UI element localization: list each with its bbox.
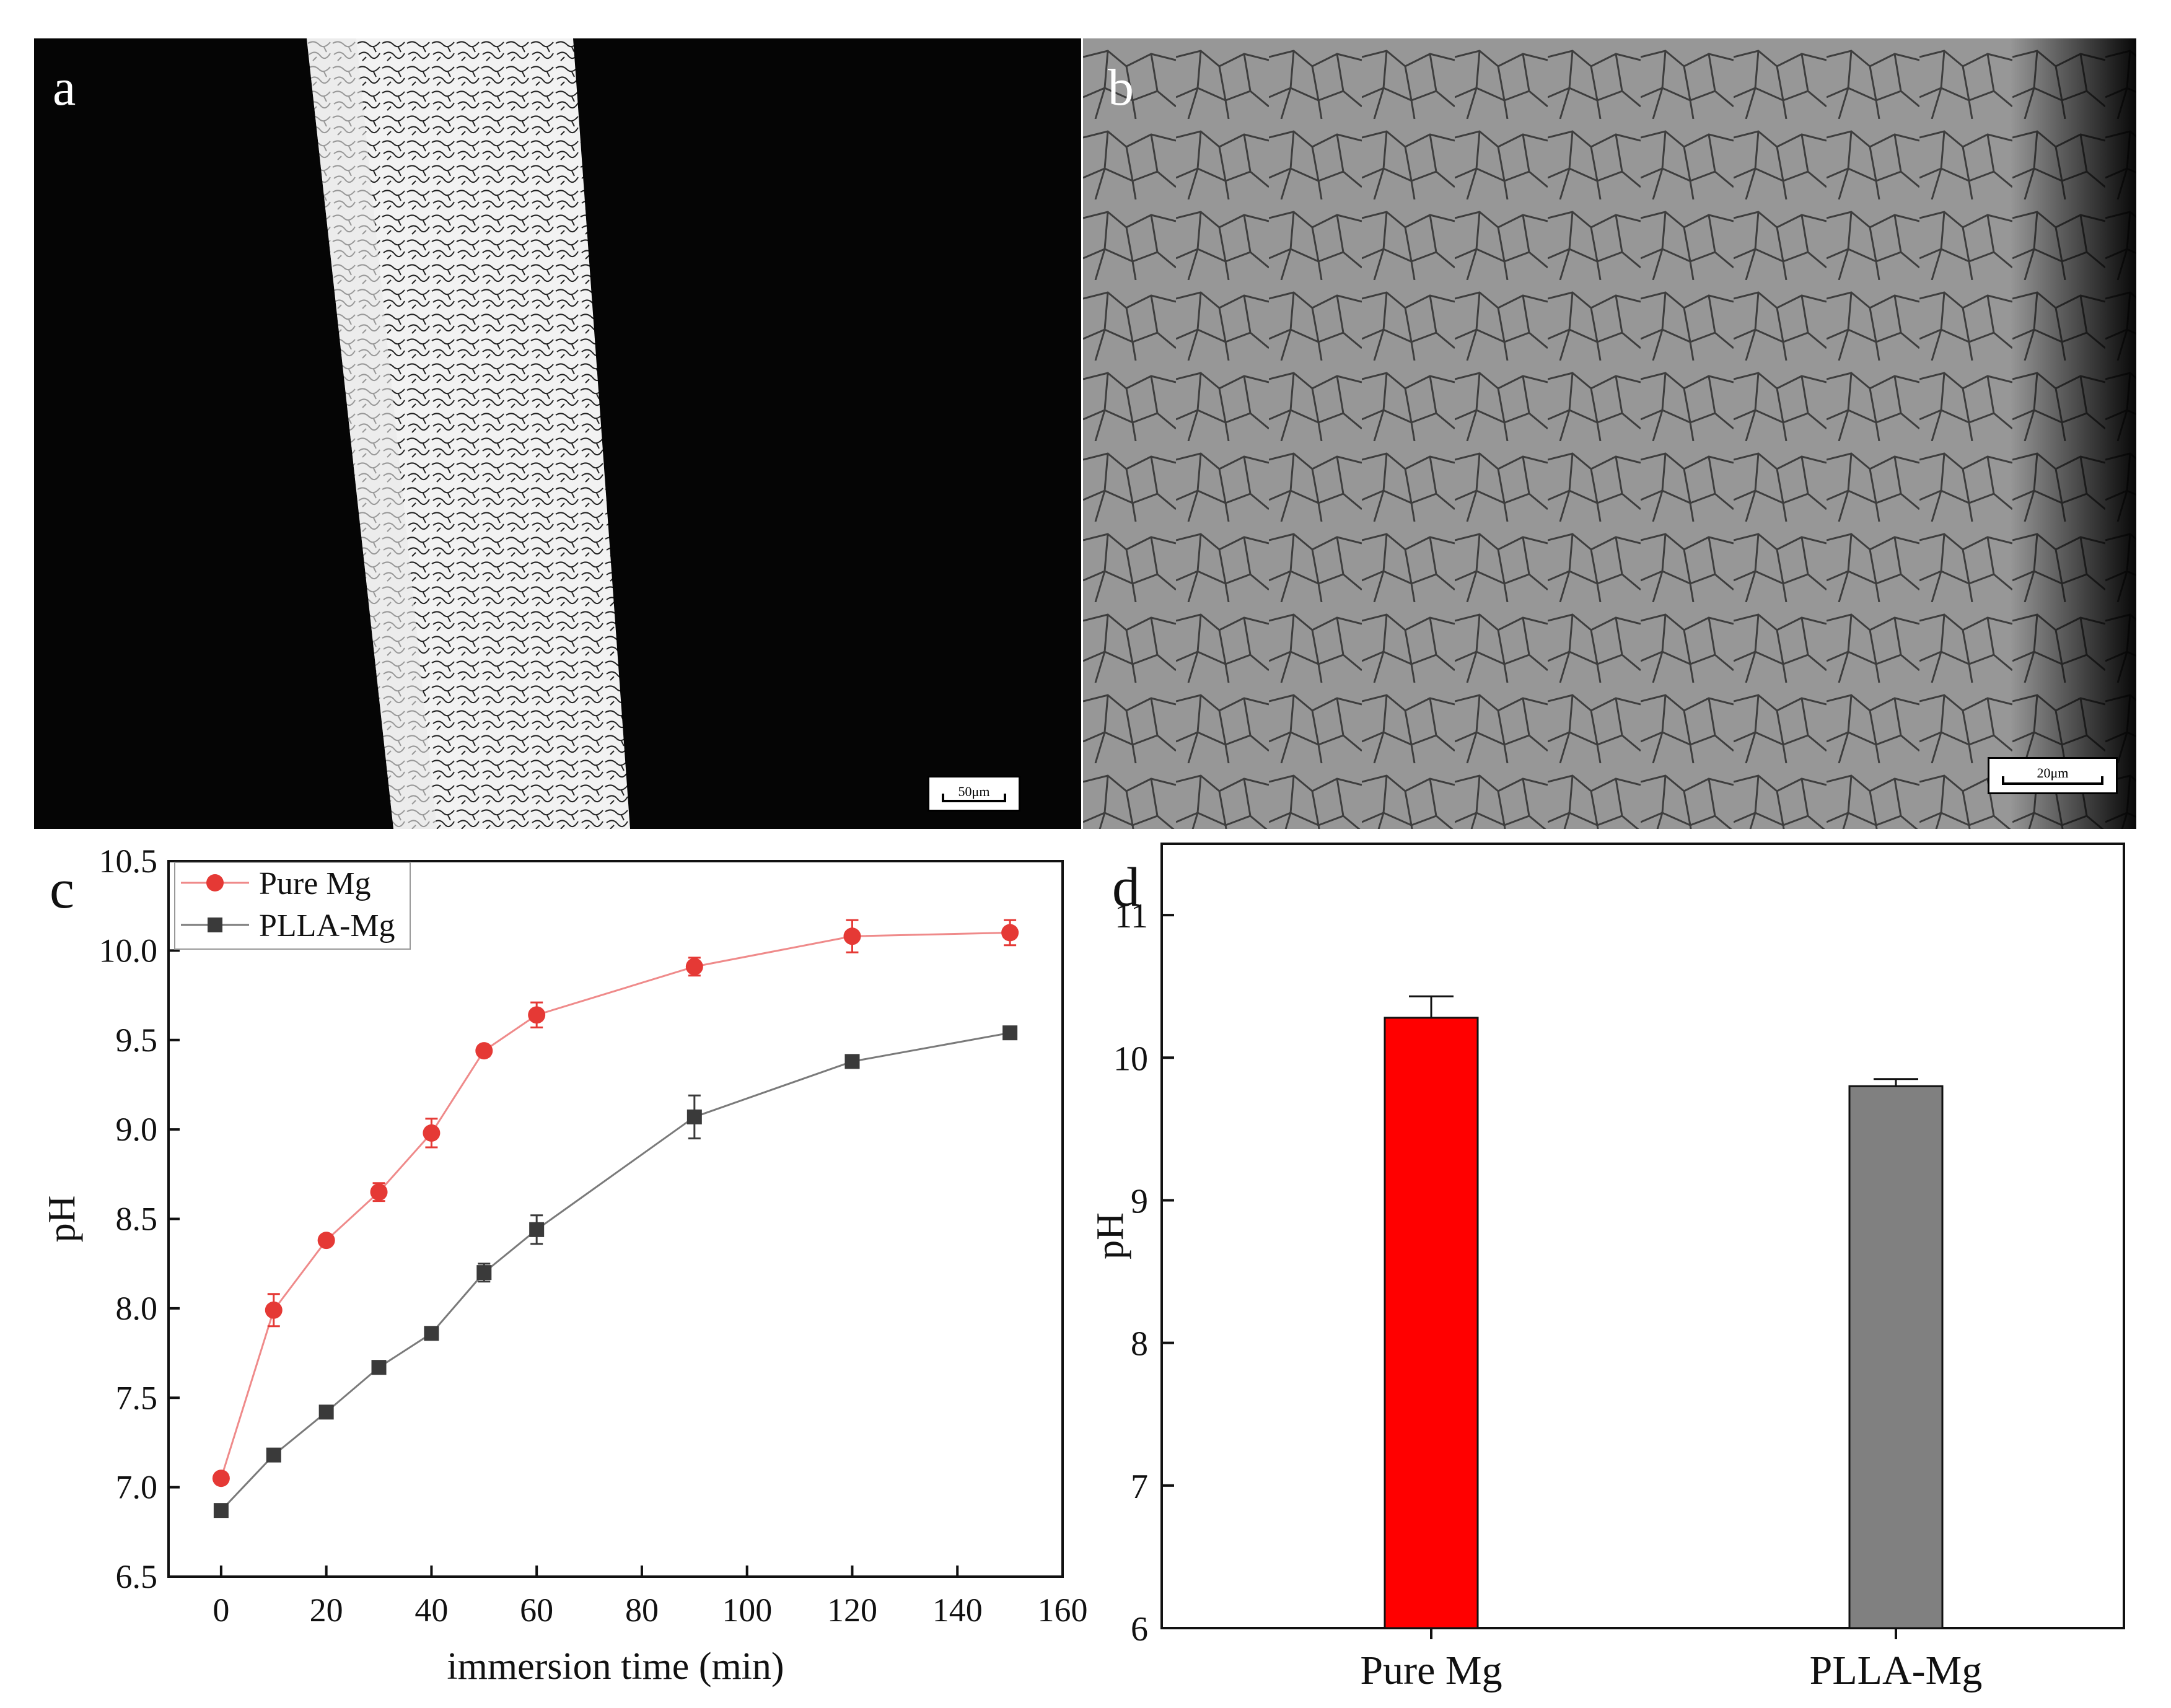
chart-c-xtick-label: 0	[213, 1592, 229, 1629]
scalebar-b-line	[2002, 776, 2103, 785]
chart-c-ytick-label: 7.0	[116, 1469, 158, 1506]
scalebar-a-label: 50μm	[958, 784, 990, 799]
chart-c-ytick-label: 8.5	[116, 1201, 158, 1238]
chart-c-series	[212, 919, 1019, 1518]
chart-c-xtick-label: 160	[1038, 1592, 1088, 1629]
chart-c-point-plla-mg	[529, 1222, 545, 1237]
chart-d-axes: 6 7 8 9 10 11	[1113, 897, 1174, 1649]
chart-d: d 6 7 8 9 10 11 Pure Mg PLLA-Mg pH	[1089, 843, 2125, 1693]
chart-c-line-pure-mg	[220, 932, 1011, 1479]
chart-c-plot-frame	[167, 860, 1064, 1578]
chart-c-point-pure-mg	[843, 927, 861, 945]
chart-c-legend-marker	[208, 918, 222, 932]
chart-c-point-plla-mg	[844, 1054, 860, 1069]
micrograph-a-image	[34, 38, 1081, 829]
chart-d-ytick-label: 6	[1131, 1610, 1148, 1649]
chart-c-xtick-label: 20	[310, 1592, 343, 1629]
chart-c-point-plla-mg	[266, 1447, 281, 1463]
chart-c-ytick-label: 8.0	[116, 1290, 158, 1327]
chart-c-axes: 0 20 40 60 80 100 120 140 160 6.5 7.0 7.5 8.0 8.5 9.0 9…	[99, 843, 1088, 1629]
chart-c-point-pure-mg	[685, 958, 703, 976]
chart-d-category-label: Pure Mg	[1360, 1648, 1502, 1693]
chart-d-bar-plla-mg	[1848, 1085, 1944, 1629]
chart-c-point-plla-mg	[476, 1265, 492, 1281]
chart-c-point-pure-mg	[1001, 924, 1019, 942]
chart-c-legend-label: PLLA-Mg	[259, 908, 395, 944]
chart-c-point-plla-mg	[424, 1326, 439, 1341]
chart-c-xtick-label: 140	[932, 1592, 983, 1629]
micrograph-b: b 20μm	[1083, 38, 2136, 829]
scalebar-b-label: 20μm	[2037, 765, 2069, 781]
chart-c-xtick-label: 120	[827, 1592, 877, 1629]
chart-c-legend-marker	[206, 874, 224, 891]
chart-d-ytick-label: 10	[1113, 1040, 1148, 1078]
chart-c-point-plla-mg	[1002, 1025, 1018, 1041]
micrograph-a: a 50μm	[34, 38, 1081, 829]
chart-d-plot-frame	[1160, 843, 2125, 1629]
chart-c-point-pure-mg	[423, 1124, 441, 1142]
chart-c-point-plla-mg	[318, 1404, 334, 1420]
chart-c: c 0 20 40 60 80 100 120 140 160 6.5 7.0 7.5 8.0 8.5 9.…	[41, 843, 1088, 1688]
chart-d-bars: Pure Mg PLLA-Mg	[1360, 995, 1983, 1693]
chart-c-point-pure-mg	[212, 1469, 230, 1487]
chart-c-legend-label: Pure Mg	[259, 866, 371, 901]
chart-c-xtick-label: 100	[722, 1592, 772, 1629]
chart-d-ytick-label: 11	[1115, 897, 1148, 935]
chart-d-ytick-label: 8	[1131, 1325, 1148, 1364]
chart-c-line-plla-mg	[220, 1031, 1011, 1512]
chart-c-xtick-label: 80	[625, 1592, 659, 1629]
chart-c-point-pure-mg	[475, 1042, 493, 1060]
panel-letter-b: b	[1108, 59, 1134, 116]
micrograph-b-image	[1083, 38, 2136, 829]
chart-d-ytick-label: 7	[1131, 1468, 1148, 1506]
chart-c-point-plla-mg	[371, 1360, 387, 1375]
chart-c-xtick-label: 40	[414, 1592, 448, 1629]
chart-c-ytick-label: 9.0	[116, 1111, 158, 1148]
chart-d-bar-pure-mg	[1384, 1017, 1479, 1629]
chart-c-point-pure-mg	[528, 1006, 546, 1024]
chart-c-legend: Pure Mg PLLA-Mg	[174, 862, 411, 950]
scalebar-a: 50μm	[928, 776, 1020, 812]
chart-c-ytick-label: 7.5	[116, 1379, 158, 1416]
chart-c-point-pure-mg	[317, 1232, 335, 1250]
chart-c-xlabel: immersion time (min)	[447, 1645, 784, 1688]
panel-letter-d: d	[1112, 857, 1140, 918]
chart-c-ytick-label: 6.5	[116, 1558, 158, 1595]
chart-c-ylabel: pH	[41, 1196, 83, 1243]
chart-c-ytick-label: 10.0	[99, 932, 158, 969]
chart-c-point-plla-mg	[686, 1109, 702, 1124]
chart-c-point-pure-mg	[370, 1183, 388, 1201]
chart-d-ylabel: pH	[1089, 1212, 1131, 1259]
chart-c-ytick-label: 9.5	[116, 1022, 158, 1059]
chart-d-ytick-label: 9	[1131, 1182, 1148, 1220]
chart-c-ytick-label: 10.5	[99, 843, 158, 880]
scalebar-b: 20μm	[1988, 757, 2118, 794]
chart-d-category-label: PLLA-Mg	[1810, 1648, 1983, 1693]
chart-c-point-plla-mg	[213, 1503, 229, 1518]
chart-c-xtick-label: 60	[520, 1592, 553, 1629]
scalebar-a-line	[942, 794, 1006, 802]
chart-c-point-pure-mg	[265, 1301, 283, 1319]
panel-letter-c: c	[50, 859, 74, 920]
panel-letter-a: a	[53, 59, 76, 116]
